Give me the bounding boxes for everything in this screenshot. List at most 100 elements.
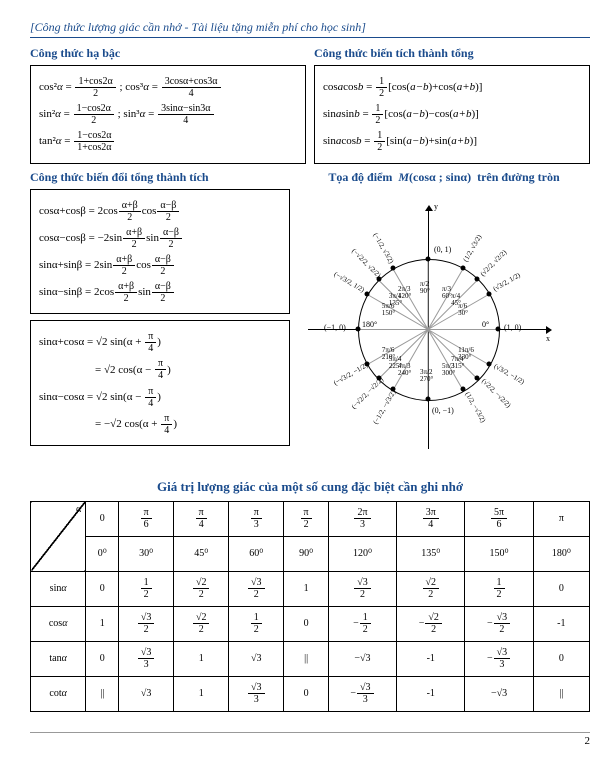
unit-circle: y x (1, 0) (−1, 0) (0, 1) (0, −1) 0° 180… <box>298 189 558 469</box>
coord-label: (−1/2, −√3/2) <box>372 390 397 426</box>
pi-deg: 180° <box>362 321 377 329</box>
coord-label: (√3/2, 1/2) <box>492 272 521 293</box>
table-cell: √22 <box>174 571 229 606</box>
table-cell: √3 <box>229 641 284 676</box>
page-number: 2 <box>585 735 591 747</box>
tongtich-title: Công thức biến đổi tổng thành tích <box>30 170 290 185</box>
y-label: y <box>434 203 438 211</box>
x-label: x <box>546 335 550 343</box>
coord-label: (√3/2, −1/2) <box>492 363 525 386</box>
tichtong-f3: sinacosb = 12[sin(a−b)+sin(a+b)] <box>323 129 581 153</box>
col-8: π <box>533 501 589 536</box>
col-7: 5π6 <box>465 501 533 536</box>
zero-deg: 0° <box>482 321 489 329</box>
deg-cell: 180⁰ <box>533 536 589 571</box>
extra-f4: = −√2 cos(α + π4) <box>39 412 281 436</box>
circle-point <box>475 376 480 381</box>
coord-label: (√2/2, √2/2) <box>480 249 509 278</box>
table-row: tanα0√331√3||−√3-1−√330 <box>31 641 590 676</box>
col-1: π6 <box>119 501 174 536</box>
ray <box>428 329 429 399</box>
table-cell: −√33 <box>328 676 396 711</box>
table-row: cotα||√31√330−√33-1−√3|| <box>31 676 590 711</box>
habac-f3: tan²α = 1−cos2α1+cos2α <box>39 129 297 153</box>
table-cell: −√3 <box>465 676 533 711</box>
col-0: 0 <box>86 501 119 536</box>
table-cell: 0 <box>86 641 119 676</box>
circle-point <box>426 396 431 401</box>
coord-label: (√2/2, −√2/2) <box>480 377 512 409</box>
table-cell: −√33 <box>465 641 533 676</box>
coord-label: (1/2, −√3/2) <box>463 391 486 424</box>
col-3: π3 <box>229 501 284 536</box>
table-cell: -1 <box>397 641 465 676</box>
table-cell: 0 <box>86 571 119 606</box>
angle-label: 4π/3240° <box>398 363 411 377</box>
ray <box>358 329 428 330</box>
deg-cell: 0⁰ <box>86 536 119 571</box>
page-header: [Công thức lượng giác cần nhớ - Tài liệu… <box>30 20 590 38</box>
angle-label: 3π/2270° <box>420 369 433 383</box>
table-cell: √32 <box>229 571 284 606</box>
coord-label: (−√3/2, −1/2) <box>333 362 369 387</box>
table-row: cosα1√32√22120−12−√22−√32-1 <box>31 606 590 641</box>
extra-f2: = √2 cos(α − π4) <box>39 358 281 382</box>
angle-label: 11π/6330° <box>458 347 474 361</box>
tichtong-box: cosacosb = 12[cos(a−b)+cos(a+b)] sinasin… <box>314 65 590 164</box>
table-cell: √22 <box>397 571 465 606</box>
pt-left: (−1, 0) <box>324 324 346 332</box>
circle-title: Tọa độ điểm M(cosα ; sinα) trên đường tr… <box>298 170 590 185</box>
table-cell: -1 <box>533 606 589 641</box>
circle-point <box>496 326 501 331</box>
deg-cell: 120⁰ <box>328 536 396 571</box>
col-2: π4 <box>174 501 229 536</box>
tongtich-f3: sinα+sinβ = 2sinα+β2cosα−β2 <box>39 253 281 277</box>
table-cell: 12 <box>465 571 533 606</box>
tichtong-f1: cosacosb = 12[cos(a−b)+cos(a+b)] <box>323 75 581 99</box>
table-cell: 1 <box>86 606 119 641</box>
habac-f2: sin²α = 1−cos2α2 ; sin³α = 3sinα−sin3α4 <box>39 102 297 126</box>
angle-label: π/445° <box>451 293 461 307</box>
deg-cell: 45⁰ <box>174 536 229 571</box>
circle-point <box>365 291 370 296</box>
pt-bottom: (0, −1) <box>432 407 454 415</box>
table-cell: −12 <box>328 606 396 641</box>
coord-label: (1/2, √3/2) <box>462 234 483 263</box>
table-title: Giá trị lượng giác của một số cung đặc b… <box>30 479 590 495</box>
table-cell: 0 <box>533 641 589 676</box>
table-cell: √33 <box>119 641 174 676</box>
row-label: cotα <box>31 676 86 711</box>
col-6: 3π4 <box>397 501 465 536</box>
angle-label: 5π/6150° <box>382 303 395 317</box>
pt-top: (0, 1) <box>434 246 451 254</box>
coord-label: (−√2/2, √2/2) <box>350 247 382 279</box>
table-cell: -1 <box>397 676 465 711</box>
circle-point <box>461 387 466 392</box>
circle-point <box>475 277 480 282</box>
table-cell: 0 <box>284 676 329 711</box>
page-footer: 2 <box>30 732 590 747</box>
extra-box: sinα+cosα = √2 sin(α + π4) = √2 cos(α − … <box>30 320 290 446</box>
circle-point <box>461 265 466 270</box>
table-cell: 1 <box>174 676 229 711</box>
habac-box: cos²α = 1+cos2α2 ; cos³α = 3cosα+cos3α4 … <box>30 65 306 164</box>
deg-cell: 30⁰ <box>119 536 174 571</box>
deg-cell: 60⁰ <box>229 536 284 571</box>
tichtong-f2: sinasinb = 12[cos(a−b)−cos(a+b)] <box>323 102 581 126</box>
table-cell: −√32 <box>465 606 533 641</box>
col-4: π2 <box>284 501 329 536</box>
table-cell: 12 <box>229 606 284 641</box>
circle-point <box>486 361 491 366</box>
tongtich-f4: sinα−sinβ = 2cosα+β2sinα−β2 <box>39 280 281 304</box>
tichtong-title: Công thức biến tích thành tổng <box>314 46 590 61</box>
tongtich-f2: cosα−cosβ = −2sinα+β2sinα−β2 <box>39 226 281 250</box>
header-alpha: α <box>31 501 86 571</box>
table-cell: √3 <box>119 676 174 711</box>
row-label: sinα <box>31 571 86 606</box>
row-label: tanα <box>31 641 86 676</box>
deg-cell: 90⁰ <box>284 536 329 571</box>
table-cell: −√3 <box>328 641 396 676</box>
coord-label: (−√3/2, 1/2) <box>333 271 366 294</box>
table-cell: −√22 <box>397 606 465 641</box>
coord-label: (−1/2, √3/2) <box>371 232 394 265</box>
